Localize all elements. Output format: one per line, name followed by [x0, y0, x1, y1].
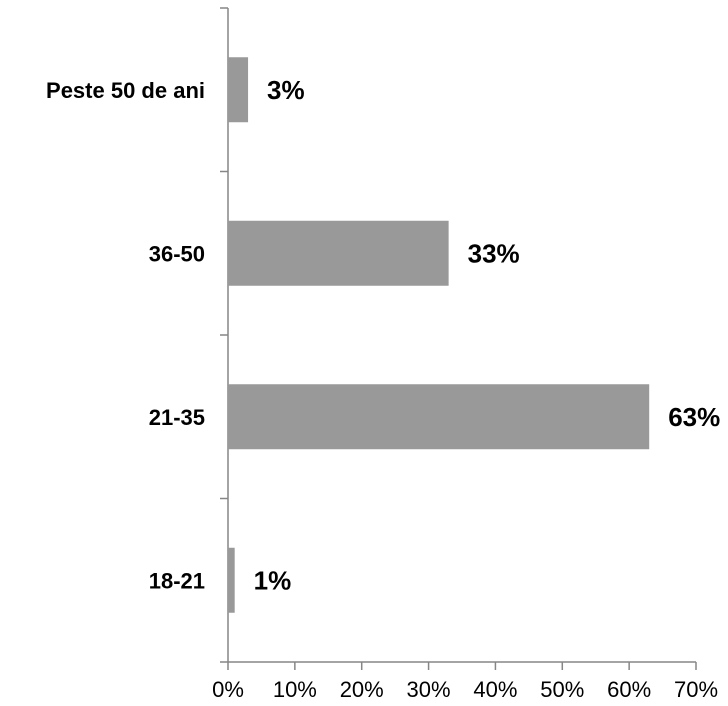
category-label: 36-50 [149, 241, 205, 266]
category-label: 21-35 [149, 405, 205, 430]
bar [228, 57, 249, 123]
bars-group [228, 57, 650, 613]
data-label: 3% [267, 75, 305, 105]
x-tick-label: 50% [540, 677, 584, 702]
data-label: 33% [468, 238, 520, 268]
x-axis-ticks [227, 662, 697, 670]
bar [228, 220, 449, 286]
x-tick-label: 60% [607, 677, 651, 702]
data-labels: 1% 63% 33% 3% [254, 75, 721, 596]
category-label: Peste 50 de ani [46, 78, 205, 103]
x-tick-label: 30% [407, 677, 451, 702]
category-labels: 18-21 21-35 36-50 Peste 50 de ani [46, 78, 205, 594]
x-tick-label: 10% [273, 677, 317, 702]
x-tick-label: 40% [473, 677, 517, 702]
bar [228, 384, 650, 450]
x-tick-label: 0% [212, 677, 244, 702]
x-tick-label: 70% [674, 677, 718, 702]
x-tick-labels: 0% 10% 20% 30% 40% 50% 60% 70% [212, 677, 718, 702]
category-label: 18-21 [149, 568, 205, 593]
data-label: 63% [668, 402, 720, 432]
data-label: 1% [254, 565, 292, 595]
bar [228, 547, 235, 613]
x-tick-label: 20% [340, 677, 384, 702]
y-axis-ticks [220, 7, 228, 663]
